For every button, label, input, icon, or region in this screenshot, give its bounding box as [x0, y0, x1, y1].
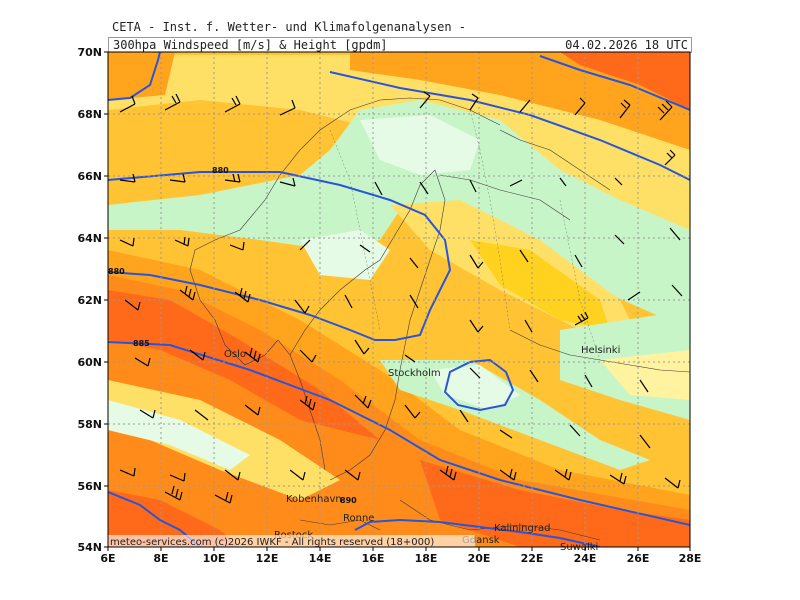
band-lightest-baltic: [430, 365, 520, 410]
latitude-labels: 70N 68N 66N 64N 62N 60N 58N 56N 54N: [77, 46, 102, 554]
lon-label: 12E: [256, 552, 279, 565]
product-title: 300hpa Windspeed [m/s] & Height [gpdm]: [113, 38, 388, 52]
band-lightest-mid: [300, 230, 390, 280]
band-lightest-north: [360, 115, 480, 175]
band-yellow-southwest: [108, 380, 340, 500]
lon-label: 20E: [468, 552, 491, 565]
city-stockholm: Stockholm: [388, 368, 441, 379]
lat-label: 68N: [77, 108, 102, 121]
lon-label: 24E: [574, 552, 597, 565]
city-kobenhavn: Kobenhavn: [286, 494, 342, 505]
lon-label: 8E: [153, 552, 168, 565]
lon-label: 10E: [203, 552, 226, 565]
lat-label: 70N: [77, 46, 102, 59]
contour-label: 880: [212, 166, 229, 175]
band-orange-northwest: [108, 52, 175, 100]
city-gdansk: Gdansk: [462, 535, 500, 546]
organization-title: CETA - Inst. f. Wetter- und Klimafolgena…: [112, 20, 467, 34]
lon-label: 14E: [309, 552, 332, 565]
lat-lon-grid: [108, 52, 690, 547]
band-gold-tongue: [470, 240, 610, 330]
lat-label: 66N: [77, 170, 102, 183]
contour-label: 885: [133, 339, 150, 348]
copyright-credit: meteo-services.com (c)2026 IWKF - All ri…: [110, 537, 434, 548]
band-red-southwest: [108, 490, 240, 547]
lat-label: 64N: [77, 232, 102, 245]
band-red-jet-south: [420, 460, 690, 547]
city-oslo: Oslo: [224, 349, 246, 360]
band-red-northeast: [560, 52, 690, 110]
lon-label: 22E: [521, 552, 544, 565]
lon-label: 18E: [415, 552, 438, 565]
lon-label: 26E: [627, 552, 650, 565]
lat-label: 58N: [77, 418, 102, 431]
borders: [329, 109, 601, 361]
coastlines: [189, 97, 690, 541]
axis-ticks: [104, 51, 691, 551]
lat-label: 62N: [77, 294, 102, 307]
band-red-jet-west: [108, 290, 380, 440]
height-contours: [108, 52, 690, 547]
lat-label: 54N: [77, 541, 102, 554]
valid-time: 04.02.2026 18 UTC: [565, 38, 688, 52]
lon-label: 16E: [362, 552, 385, 565]
city-helsinki: Helsinki: [581, 345, 620, 356]
lon-label: 6E: [100, 552, 115, 565]
city-ronne: Ronne: [343, 513, 374, 524]
lon-label: 28E: [679, 552, 702, 565]
city-kaliningrad: Kaliningrad: [494, 523, 550, 534]
contour-label: 880: [108, 267, 125, 276]
contour-label: 890: [340, 496, 357, 505]
band-light-green: [108, 100, 690, 330]
longitude-labels: 6E 8E 10E 12E 14E 16E 18E 20E 22E 24E 26…: [100, 552, 701, 565]
lat-label: 56N: [77, 480, 102, 493]
wind-barbs: [119, 91, 683, 504]
lat-label: 60N: [77, 356, 102, 369]
contour-labels: 880 880 885 890: [108, 166, 357, 505]
band-pale-yellow-east: [600, 350, 690, 400]
